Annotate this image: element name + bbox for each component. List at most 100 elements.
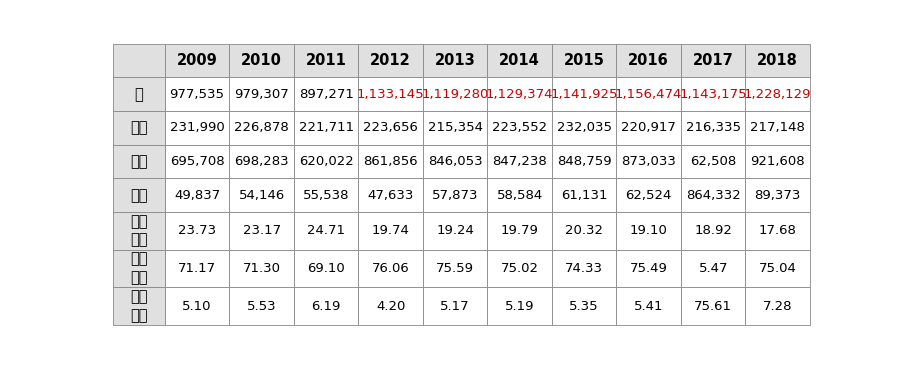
- Text: 620,022: 620,022: [299, 155, 354, 168]
- Bar: [681, 250, 745, 287]
- Bar: [488, 77, 552, 111]
- Bar: [358, 145, 423, 178]
- Bar: [293, 287, 358, 325]
- Bar: [423, 287, 488, 325]
- Bar: [745, 212, 810, 250]
- Text: 2012: 2012: [370, 53, 411, 68]
- Bar: [423, 145, 488, 178]
- Bar: [358, 212, 423, 250]
- Text: 75.49: 75.49: [630, 262, 668, 275]
- Text: 75.61: 75.61: [694, 300, 733, 312]
- Bar: [293, 77, 358, 111]
- Bar: [616, 250, 681, 287]
- Bar: [745, 44, 810, 77]
- Text: 220,917: 220,917: [621, 122, 676, 134]
- Text: 221,711: 221,711: [299, 122, 354, 134]
- Text: 계: 계: [134, 87, 143, 102]
- Bar: [293, 178, 358, 212]
- Bar: [552, 145, 617, 178]
- Text: 5.19: 5.19: [505, 300, 535, 312]
- Bar: [745, 145, 810, 178]
- Text: 873,033: 873,033: [621, 155, 676, 168]
- Text: 89,373: 89,373: [754, 189, 801, 201]
- Text: 695,708: 695,708: [170, 155, 224, 168]
- Text: 76.06: 76.06: [372, 262, 410, 275]
- Text: 232,035: 232,035: [557, 122, 612, 134]
- Bar: [293, 145, 358, 178]
- Bar: [745, 111, 810, 145]
- Text: 5.47: 5.47: [698, 262, 728, 275]
- Bar: [112, 250, 165, 287]
- Text: 19.24: 19.24: [436, 224, 474, 237]
- Text: 공제
비율: 공제 비율: [130, 289, 148, 323]
- Text: 1,228,129: 1,228,129: [744, 88, 812, 101]
- Text: 2015: 2015: [563, 53, 605, 68]
- Text: 231,990: 231,990: [170, 122, 224, 134]
- Bar: [358, 287, 423, 325]
- Text: 5.17: 5.17: [440, 300, 470, 312]
- Bar: [293, 111, 358, 145]
- Bar: [552, 44, 617, 77]
- Text: 897,271: 897,271: [299, 88, 354, 101]
- Bar: [293, 250, 358, 287]
- Text: 217,148: 217,148: [751, 122, 806, 134]
- Text: 62,508: 62,508: [690, 155, 736, 168]
- Text: 223,552: 223,552: [492, 122, 547, 134]
- Bar: [230, 145, 293, 178]
- Text: 23.17: 23.17: [242, 224, 281, 237]
- Bar: [616, 287, 681, 325]
- Text: 1,143,175: 1,143,175: [680, 88, 747, 101]
- Bar: [230, 250, 293, 287]
- Bar: [165, 44, 230, 77]
- Bar: [488, 178, 552, 212]
- Bar: [358, 44, 423, 77]
- Bar: [230, 111, 293, 145]
- Bar: [358, 250, 423, 287]
- Bar: [616, 178, 681, 212]
- Bar: [745, 77, 810, 111]
- Bar: [112, 178, 165, 212]
- Bar: [681, 212, 745, 250]
- Bar: [681, 44, 745, 77]
- Bar: [745, 250, 810, 287]
- Bar: [616, 145, 681, 178]
- Text: 5.41: 5.41: [634, 300, 663, 312]
- Text: 24.71: 24.71: [307, 224, 345, 237]
- Bar: [681, 145, 745, 178]
- Text: 2011: 2011: [306, 53, 346, 68]
- Bar: [112, 111, 165, 145]
- Text: 864,332: 864,332: [686, 189, 741, 201]
- Text: 2013: 2013: [435, 53, 475, 68]
- Text: 7.28: 7.28: [763, 300, 793, 312]
- Bar: [423, 178, 488, 212]
- Bar: [681, 287, 745, 325]
- Text: 47,633: 47,633: [367, 189, 414, 201]
- Text: 979,307: 979,307: [234, 88, 289, 101]
- Bar: [488, 145, 552, 178]
- Text: 19.74: 19.74: [372, 224, 410, 237]
- Bar: [293, 44, 358, 77]
- Bar: [681, 111, 745, 145]
- Text: 57,873: 57,873: [432, 189, 479, 201]
- Bar: [616, 77, 681, 111]
- Text: 5.53: 5.53: [247, 300, 276, 312]
- Text: 경찰
비율: 경찰 비율: [130, 214, 148, 247]
- Text: 75.59: 75.59: [436, 262, 474, 275]
- Bar: [681, 77, 745, 111]
- Bar: [616, 44, 681, 77]
- Text: 62,524: 62,524: [626, 189, 672, 201]
- Text: 49,837: 49,837: [174, 189, 220, 201]
- Bar: [423, 250, 488, 287]
- Text: 69.10: 69.10: [307, 262, 345, 275]
- Text: 2010: 2010: [241, 53, 282, 68]
- Text: 2016: 2016: [628, 53, 669, 68]
- Text: 19.10: 19.10: [630, 224, 668, 237]
- Bar: [165, 178, 230, 212]
- Text: 1,129,374: 1,129,374: [486, 88, 554, 101]
- Bar: [552, 287, 617, 325]
- Bar: [745, 178, 810, 212]
- Text: 698,283: 698,283: [234, 155, 289, 168]
- Text: 17.68: 17.68: [759, 224, 796, 237]
- Bar: [230, 212, 293, 250]
- Bar: [293, 212, 358, 250]
